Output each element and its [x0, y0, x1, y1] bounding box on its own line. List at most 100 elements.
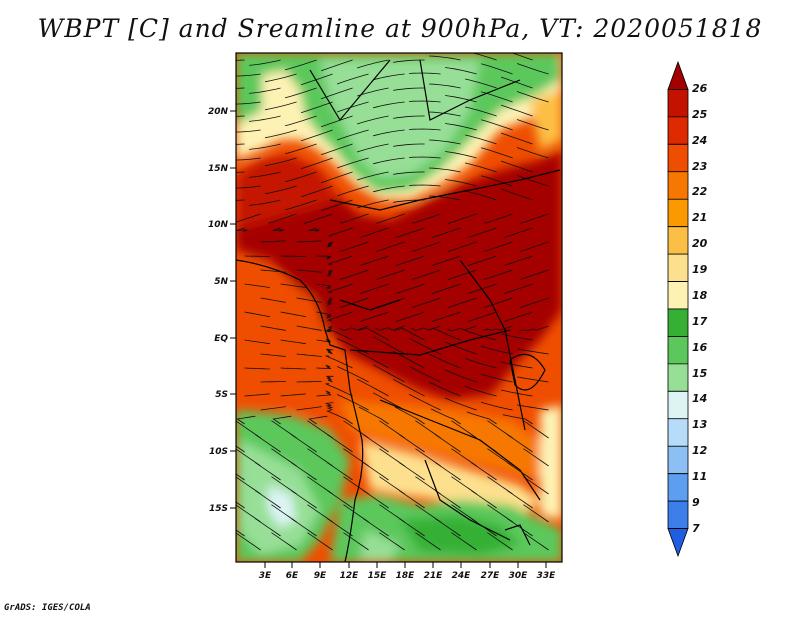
streamline: [501, 361, 533, 369]
streamline: [244, 283, 270, 288]
streamline: [260, 353, 286, 357]
streamline: [399, 518, 425, 537]
streamline: [236, 129, 261, 133]
streamline: [336, 73, 369, 85]
streamline: [429, 139, 461, 145]
streamline: [444, 369, 477, 383]
streamline: [320, 199, 353, 212]
streamline: [236, 529, 245, 537]
streamline: [504, 255, 533, 266]
streamline: [328, 255, 353, 265]
lat-label-10n: 10N: [208, 220, 229, 230]
streamline: [316, 283, 332, 290]
streamline: [284, 59, 317, 71]
streamline: [325, 383, 353, 397]
lon-label-27e: 27E: [481, 571, 501, 581]
lon-label-15e: 15E: [368, 571, 388, 581]
streamline: [236, 185, 261, 189]
streamline: [409, 128, 441, 131]
streamline: [363, 518, 389, 537]
streamline: [511, 53, 533, 61]
streamline: [468, 283, 497, 294]
colorbar-label-19: 19: [692, 263, 708, 276]
streamline: [291, 490, 317, 509]
streamline: [393, 143, 425, 147]
streamline: [300, 157, 333, 170]
colorbar-swatch-23: [667, 143, 689, 173]
streamline: [447, 325, 477, 332]
streamline: [325, 410, 353, 425]
streamline: [415, 532, 441, 551]
streamline: [516, 147, 549, 159]
streamline: [408, 393, 441, 411]
lat-label-15s: 15S: [209, 504, 228, 514]
streamline: [272, 415, 292, 425]
streamline: [409, 156, 441, 159]
streamline: [280, 393, 306, 397]
streamline: [466, 411, 497, 425]
lon-label-24e: 24E: [452, 571, 472, 581]
streamline: [340, 241, 369, 252]
colorbar-swatch-9: [667, 500, 689, 529]
streamline: [484, 241, 513, 252]
streamline: [429, 167, 461, 173]
streamline: [471, 53, 497, 61]
streamline: [523, 476, 549, 495]
streamline: [291, 434, 317, 453]
streamline: [445, 179, 477, 187]
streamline: [284, 87, 317, 99]
lon-label-33e: 33E: [537, 571, 557, 581]
streamline: [336, 157, 369, 169]
streamline: [444, 341, 477, 355]
colorbar-label-26: 26: [692, 82, 708, 95]
streamline: [500, 132, 533, 145]
colorbar-swatch-17: [667, 308, 689, 337]
streamline: [296, 406, 322, 411]
streamline: [244, 367, 270, 370]
streamline: [363, 462, 389, 481]
colorbar-label-25: 25: [692, 108, 708, 121]
streamline: [326, 348, 334, 355]
streamline: [280, 311, 306, 318]
colorbar-swatch-14: [667, 390, 689, 420]
streamline: [265, 101, 297, 111]
colorbar-swatch-7: [667, 528, 689, 558]
country-borders: [236, 59, 561, 562]
colorbar-label-17: 17: [692, 315, 708, 328]
streamline: [435, 518, 461, 537]
streamline: [265, 73, 297, 83]
streamline: [399, 462, 425, 481]
lon-label-30e: 30E: [509, 571, 529, 581]
streamline: [444, 397, 477, 411]
streamline: [507, 490, 533, 509]
streamline: [291, 518, 317, 537]
colorbar: 26 25 24 23 22 21 20 19 18 17 16 15 14 1…: [667, 60, 708, 558]
streamline: [480, 401, 513, 411]
streamline: [372, 336, 405, 355]
streamline: [373, 185, 405, 193]
colorbar-label-24: 24: [692, 134, 707, 147]
colorbar-label-13: 13: [692, 418, 708, 431]
streamline: [445, 67, 477, 75]
streamline: [435, 490, 461, 509]
streamline: [393, 87, 425, 91]
streamline: [520, 269, 549, 280]
streamline: [326, 375, 334, 383]
streamline: [244, 311, 270, 318]
streamline: [501, 389, 533, 397]
streamline: [465, 190, 497, 201]
streamline: [471, 490, 497, 509]
streamline: [296, 269, 322, 273]
streamline: [429, 83, 461, 89]
streamline: [236, 445, 245, 453]
streamline: [464, 358, 497, 369]
streamline: [448, 213, 477, 224]
streamline: [428, 353, 461, 369]
streamline: [249, 87, 281, 94]
streamline: [464, 386, 497, 397]
streamline: [516, 119, 549, 131]
streamline: [356, 115, 389, 125]
colorbar-labels: 26 25 24 23 22 21 20 19 18 17 16 15 14 1…: [692, 82, 708, 535]
streamline: [480, 345, 513, 355]
